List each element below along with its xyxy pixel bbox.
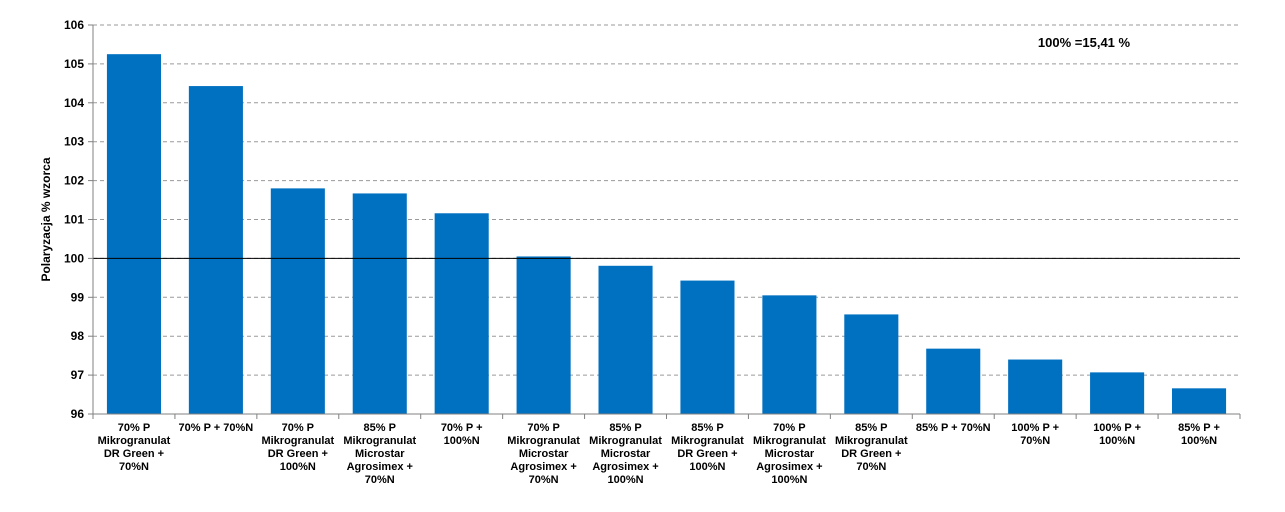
y-tick-label: 99 xyxy=(71,290,85,304)
bar xyxy=(762,295,817,414)
x-category-label: 85% P Mikrogranulat Microstar Agrosimex +10… xyxy=(589,422,662,486)
y-tick-label: 96 xyxy=(71,407,85,421)
x-category-labels: 70% P Mikrogranulat DR Green +70%N 70% P + … xyxy=(98,422,1220,486)
bar xyxy=(1090,372,1145,414)
y-tick-label: 101 xyxy=(64,213,84,227)
bar xyxy=(598,265,653,414)
x-category-label: 70% P +100%N xyxy=(441,422,483,447)
y-tick-label: 100 xyxy=(64,251,84,265)
bar xyxy=(1008,359,1063,414)
y-tick-label: 106 xyxy=(64,18,84,32)
y-tick-labels: 96 97 98 99 100 101 102 103 104 105 106 xyxy=(64,18,84,421)
bar xyxy=(106,54,162,415)
y-tick-label: 105 xyxy=(64,57,84,71)
x-category-label: 100% P +70%N xyxy=(1011,422,1059,447)
y-tick-label: 102 xyxy=(64,174,84,188)
y-axis-label: Polaryzacja % wzorca xyxy=(39,157,53,281)
y-tick-label: 104 xyxy=(64,96,84,110)
axes xyxy=(88,24,1241,419)
x-category-label: 70% P Mikrogranulat Microstar Agrosimex +10… xyxy=(753,422,826,486)
x-category-label: 85% P +100%N xyxy=(1178,422,1220,447)
gridlines xyxy=(93,24,1240,376)
bar xyxy=(352,193,407,414)
annotation-100-percent: 100% =15,41 % xyxy=(1038,35,1131,50)
x-category-label: 70% P Mikrogranulat Microstar Agrosimex +70… xyxy=(507,422,580,486)
x-category-label: 85% P Mikrogranulat Microstar Agrosimex +70… xyxy=(343,422,416,486)
bar xyxy=(270,188,325,414)
x-category-label: 85% P Mikrogranulat DR Green +70%N xyxy=(835,422,908,473)
x-category-label: 85% P + 70%N xyxy=(916,422,991,434)
x-category-label: 70% P + 70%N xyxy=(179,422,254,434)
y-tick-label: 103 xyxy=(64,135,84,149)
bar xyxy=(516,256,571,414)
x-category-label: 70% P Mikrogranulat DR Green +70%N xyxy=(98,422,171,473)
bar xyxy=(1171,388,1227,414)
bar xyxy=(188,86,243,414)
bar xyxy=(926,348,981,414)
x-category-label: 70% P Mikrogranulat DR Green +100%N xyxy=(261,422,334,473)
bars xyxy=(106,54,1227,415)
y-tick-label: 98 xyxy=(71,329,85,343)
x-category-label: 85% P Mikrogranulat DR Green +100%N xyxy=(671,422,744,473)
bar xyxy=(844,314,899,414)
y-tick-label: 97 xyxy=(71,368,85,382)
bar xyxy=(434,213,489,414)
bar xyxy=(680,280,735,414)
x-category-label: 100% P +100%N xyxy=(1093,422,1141,447)
